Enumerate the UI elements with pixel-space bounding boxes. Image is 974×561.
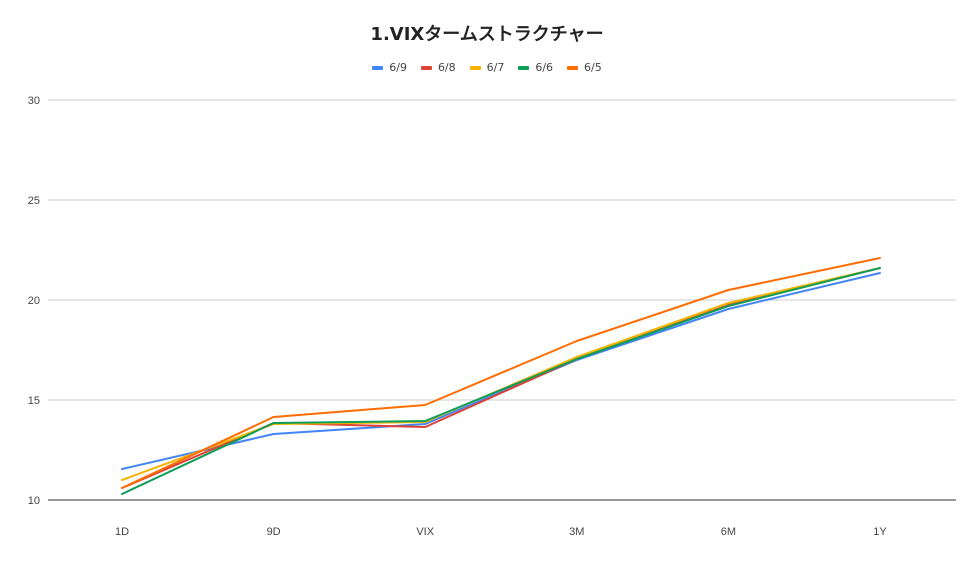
y-tick-label: 20: [28, 295, 40, 307]
series-line-6/6[interactable]: [121, 267, 881, 495]
legend-label-3: 6/6: [535, 61, 554, 74]
y-tick-label: 15: [28, 395, 40, 407]
y-tick-label: 25: [28, 195, 40, 207]
x-tick-label: VIX: [416, 526, 434, 538]
legend-item-1[interactable]: 6/8: [420, 61, 456, 74]
legend-swatch-1: [420, 65, 432, 70]
legend-label-0: 6/9: [389, 61, 407, 74]
gridlines: [48, 99, 956, 501]
legend-item-4[interactable]: 6/5: [567, 61, 602, 74]
legend: 6/9 6/8 6/7 6/6 6/5: [0, 61, 974, 74]
x-tick-label: 3M: [569, 526, 584, 538]
legend-label-1: 6/8: [437, 61, 456, 74]
x-tick-label: 9D: [267, 526, 281, 538]
legend-swatch-0: [372, 65, 384, 70]
legend-swatch-2: [469, 65, 481, 70]
legend-item-0[interactable]: 6/9: [372, 61, 407, 74]
x-tick-label: 6M: [721, 526, 736, 538]
legend-item-3[interactable]: 6/6: [518, 61, 553, 74]
legend-swatch-4: [567, 65, 579, 70]
y-tick-label: 30: [28, 95, 40, 107]
legend-label-2: 6/7: [486, 61, 505, 74]
series-line-6/5[interactable]: [121, 257, 881, 489]
chart-title: 1.VIXタームストラクチャー: [370, 24, 604, 45]
series-lines: [121, 257, 881, 495]
legend-swatch-3: [518, 65, 530, 70]
legend-label-4: 6/5: [584, 61, 602, 74]
legend-item-2[interactable]: 6/7: [469, 61, 505, 74]
axis-labels: 10 15 20 25 30 1D 9D VIX 3M 6M 1Y: [28, 95, 888, 538]
x-tick-label: 1D: [115, 526, 129, 538]
x-tick-label: 1Y: [873, 526, 887, 538]
y-tick-label: 10: [28, 495, 40, 507]
